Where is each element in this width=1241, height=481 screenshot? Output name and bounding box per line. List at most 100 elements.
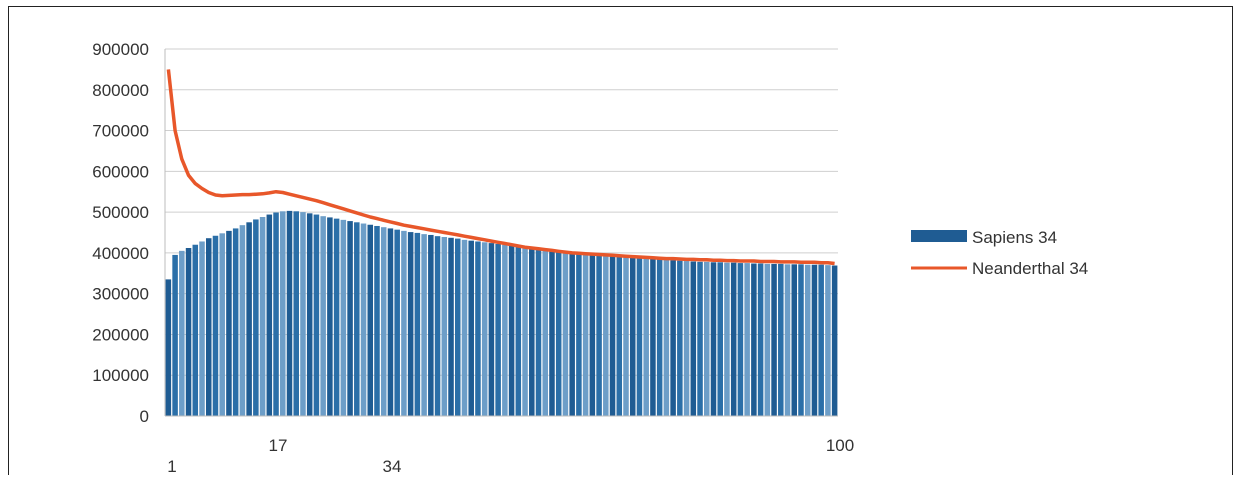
bar — [179, 250, 185, 416]
bar — [374, 225, 380, 416]
bar — [380, 227, 387, 416]
bar — [172, 254, 178, 416]
x-tick-label: 34 — [383, 457, 402, 476]
bar — [609, 256, 616, 416]
bar — [313, 214, 320, 416]
bar — [428, 234, 434, 416]
bar — [582, 253, 589, 416]
y-tick-label: 400000 — [92, 244, 149, 263]
bar — [757, 263, 764, 416]
bar — [576, 253, 582, 416]
bar — [306, 213, 313, 416]
bar — [562, 251, 569, 416]
bar — [704, 261, 710, 416]
bar — [212, 235, 219, 416]
bar — [232, 228, 239, 416]
y-tick-label: 700000 — [92, 122, 149, 141]
bar — [495, 243, 501, 416]
bar — [165, 279, 172, 416]
bar — [683, 261, 690, 416]
y-tick-label: 500000 — [92, 203, 149, 222]
bar-series — [165, 210, 838, 416]
bar — [663, 259, 670, 416]
bar — [569, 252, 575, 416]
bar — [629, 257, 636, 416]
bar — [818, 264, 824, 416]
bar — [461, 239, 468, 416]
bar — [771, 263, 777, 416]
bar — [831, 265, 838, 416]
bar — [273, 212, 279, 416]
bar — [286, 210, 293, 416]
y-tick-label: 800000 — [92, 81, 149, 100]
bar — [791, 264, 798, 416]
chart-frame — [8, 6, 1233, 475]
bar — [280, 211, 286, 416]
bar — [475, 241, 481, 416]
bar — [333, 218, 340, 416]
y-tick-label: 200000 — [92, 325, 149, 344]
bar — [441, 236, 448, 416]
bar — [401, 230, 407, 416]
bar — [387, 228, 394, 416]
bar — [730, 262, 737, 416]
bar — [643, 258, 649, 416]
x-tick-label: 1 — [167, 457, 176, 476]
bar — [454, 238, 461, 416]
bar — [603, 255, 609, 416]
bar — [293, 211, 299, 416]
bar — [185, 247, 192, 416]
bar — [239, 225, 246, 416]
bar — [340, 219, 347, 416]
bar — [502, 244, 508, 416]
bar — [529, 247, 535, 416]
bar — [468, 240, 474, 416]
bar — [199, 241, 205, 416]
bar — [596, 254, 602, 416]
bar — [522, 247, 528, 416]
bar — [650, 259, 656, 416]
bar — [488, 243, 495, 416]
bar — [677, 260, 683, 416]
neanderthal-line — [166, 69, 835, 266]
axes — [164, 49, 838, 417]
bar — [724, 262, 730, 416]
bar — [448, 237, 454, 416]
bar — [535, 248, 542, 416]
bar — [347, 221, 353, 416]
y-tick-label: 300000 — [92, 285, 149, 304]
bar — [825, 265, 831, 416]
bar — [798, 264, 804, 416]
x-tick-label: 100 — [826, 436, 854, 455]
bar — [266, 214, 273, 416]
y-tick-labels: 900000 800000 700000 600000 500000 400000 3000… — [92, 40, 149, 426]
bar — [811, 264, 818, 416]
bar — [690, 261, 697, 416]
x-tick-label: 17 — [269, 436, 288, 455]
bar — [737, 263, 744, 416]
bar — [414, 232, 421, 416]
bar — [360, 223, 367, 416]
bar — [205, 238, 212, 416]
bar — [508, 245, 515, 416]
bar — [320, 216, 326, 416]
bar — [636, 258, 643, 416]
bar — [670, 260, 676, 416]
legend-swatch-sapiens — [911, 230, 967, 242]
bar — [219, 233, 225, 416]
y-tick-label: 100000 — [92, 366, 149, 385]
y-tick-label: 600000 — [92, 162, 149, 181]
bar — [327, 217, 333, 416]
bar — [367, 224, 374, 416]
bar — [226, 230, 232, 416]
x-tick-labels: 1 17 34 100 — [167, 436, 854, 476]
bar — [549, 250, 555, 416]
bar — [784, 264, 791, 416]
y-tick-label: 900000 — [92, 40, 149, 59]
bar — [710, 262, 717, 416]
bar — [697, 261, 703, 416]
bar — [623, 257, 629, 416]
bar — [253, 219, 259, 416]
bar — [542, 249, 549, 416]
